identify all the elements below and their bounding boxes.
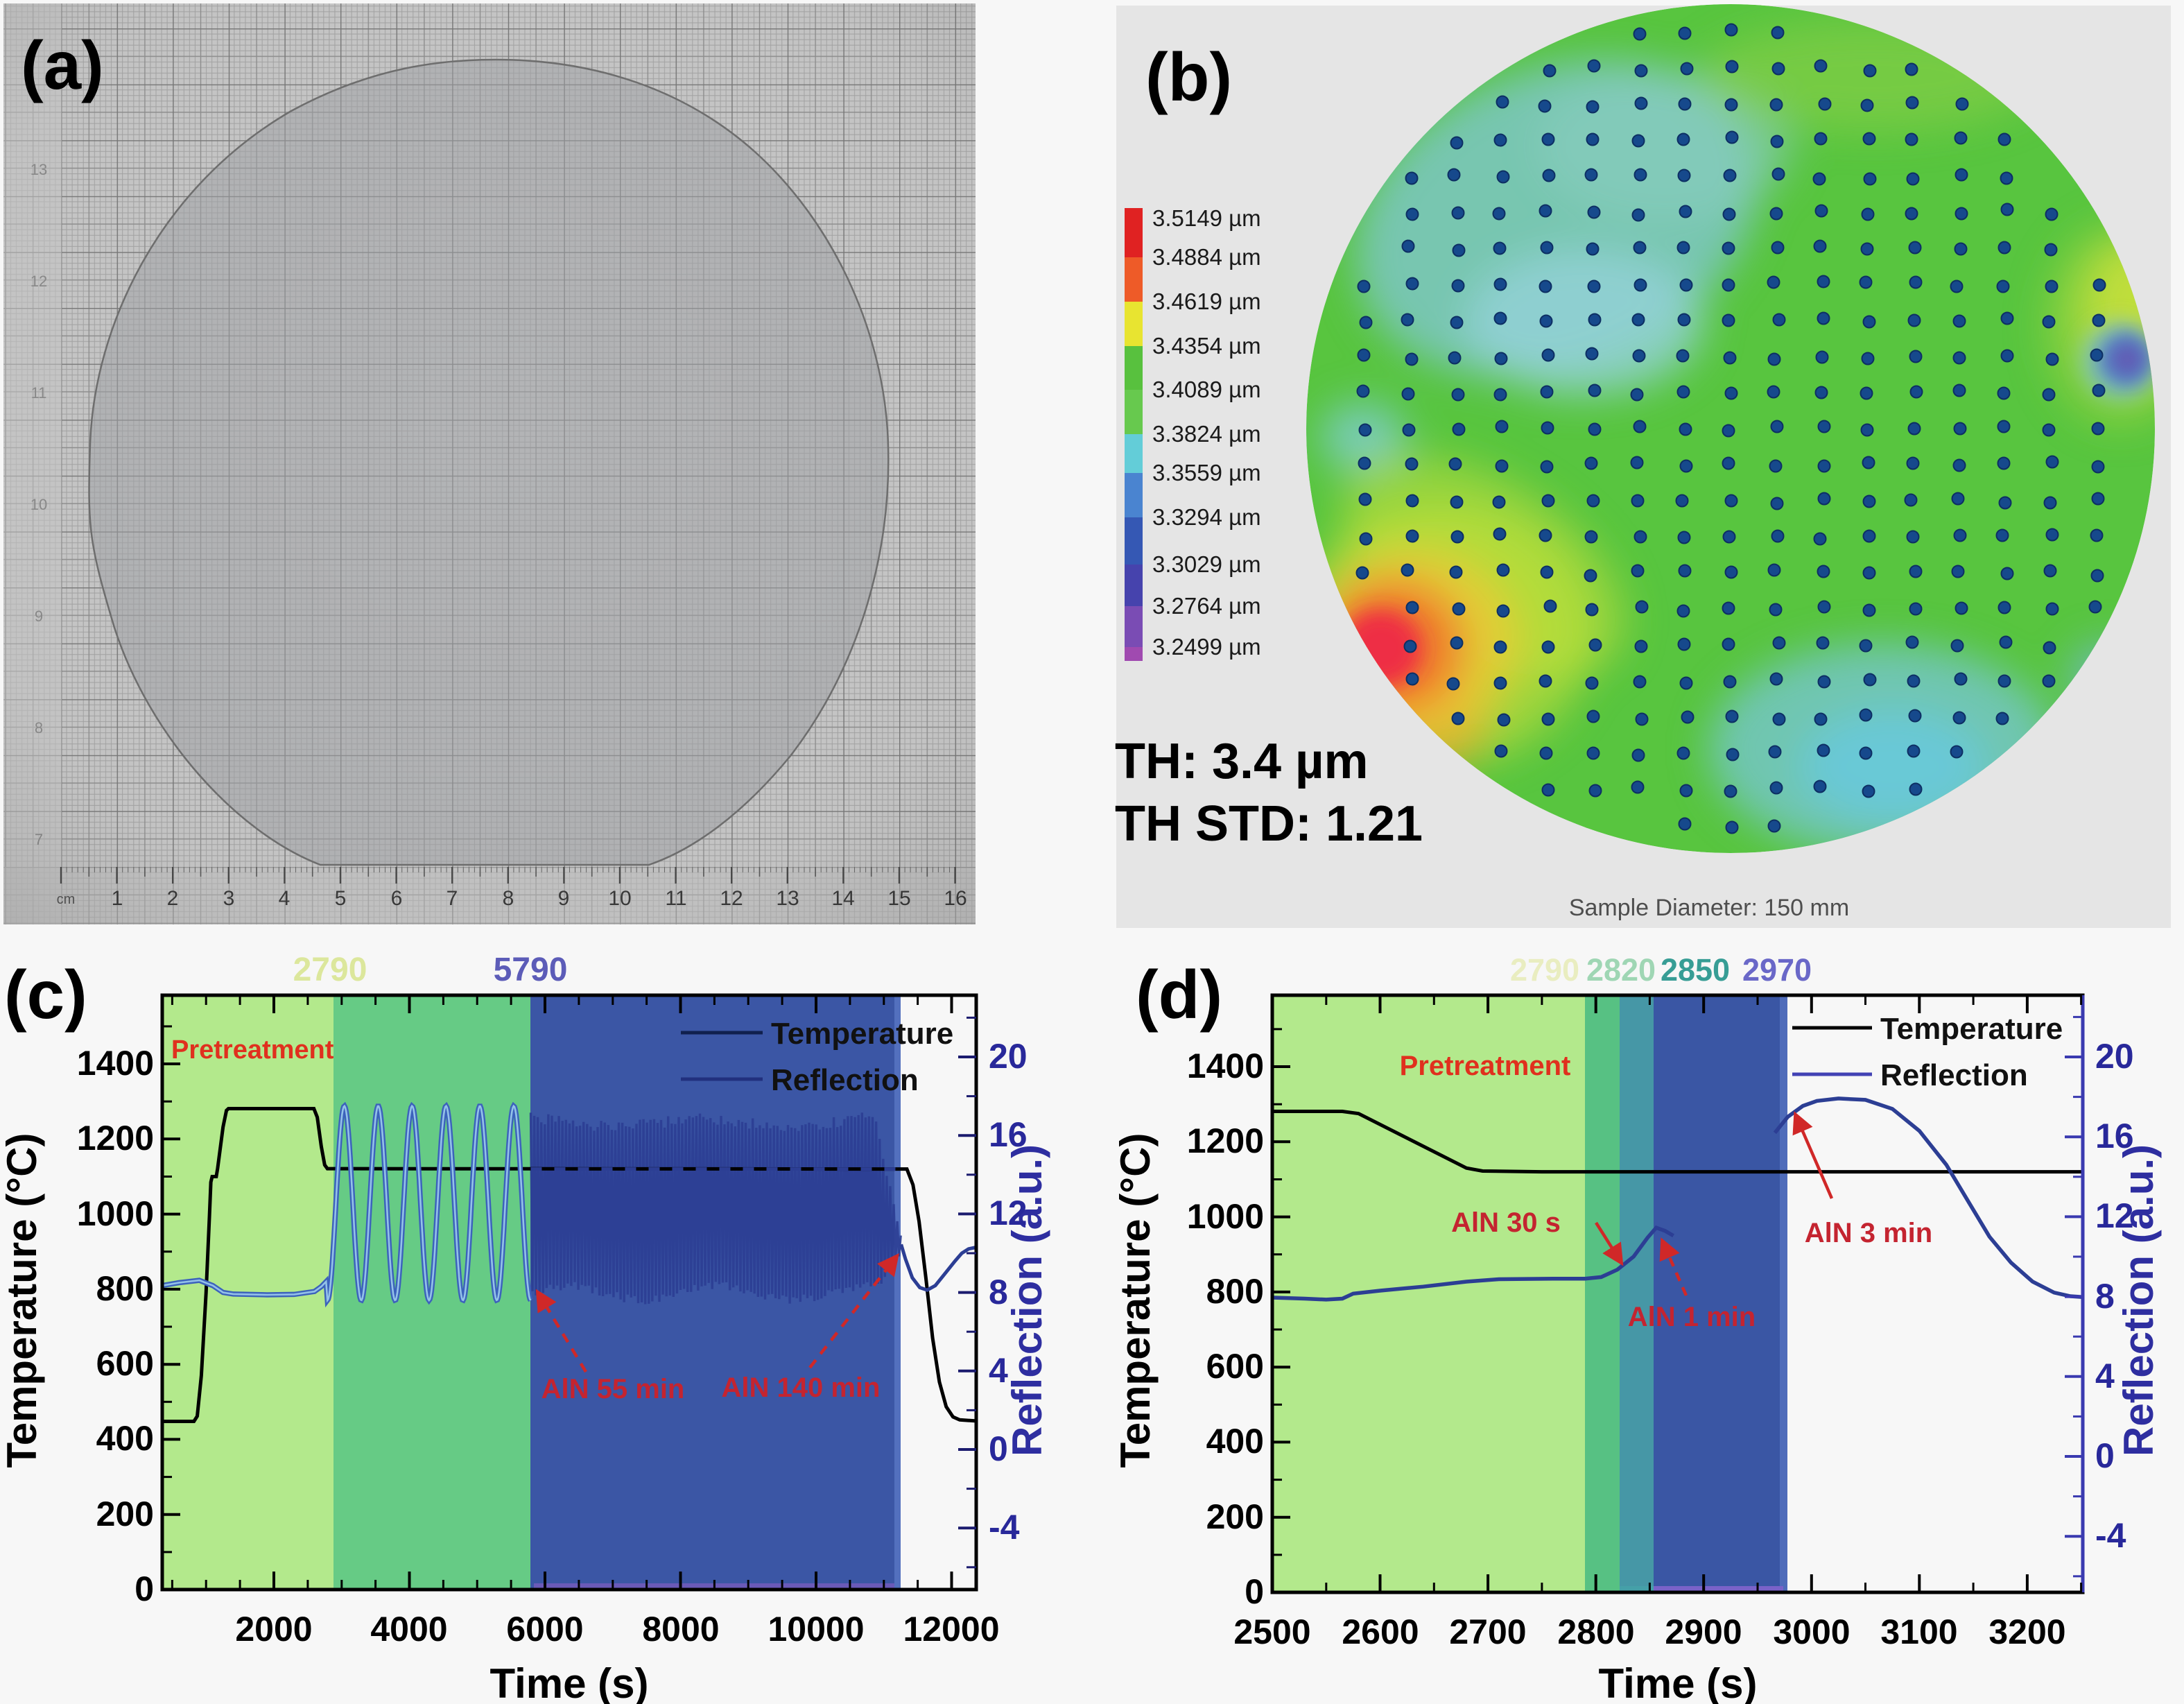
- svg-text:400: 400: [1206, 1422, 1264, 1461]
- svg-text:Temperature (°C): Temperature (°C): [1112, 1133, 1159, 1468]
- svg-text:Reflection: Reflection: [771, 1063, 919, 1097]
- svg-text:20: 20: [2095, 1037, 2134, 1076]
- svg-text:4: 4: [2095, 1357, 2115, 1395]
- svg-text:3.3029 µm: 3.3029 µm: [1152, 551, 1261, 577]
- svg-text:2790: 2790: [1510, 952, 1579, 988]
- svg-text:(a): (a): [21, 27, 104, 103]
- svg-text:Time (s): Time (s): [1599, 1660, 1758, 1704]
- svg-text:3.4354 µm: 3.4354 µm: [1152, 333, 1261, 359]
- svg-text:3000: 3000: [1773, 1612, 1850, 1651]
- svg-text:2000: 2000: [235, 1610, 312, 1649]
- svg-text:3100: 3100: [1880, 1612, 1957, 1651]
- svg-text:2900: 2900: [1665, 1612, 1742, 1651]
- svg-text:8: 8: [2095, 1277, 2115, 1316]
- svg-text:200: 200: [96, 1495, 154, 1533]
- svg-text:AlN 30 s: AlN 30 s: [1451, 1207, 1561, 1238]
- svg-text:AlN 140 min: AlN 140 min: [722, 1372, 881, 1403]
- svg-text:2600: 2600: [1342, 1612, 1419, 1651]
- svg-text:-4: -4: [2095, 1516, 2126, 1555]
- svg-text:20: 20: [989, 1037, 1028, 1076]
- svg-text:10000: 10000: [768, 1610, 864, 1649]
- svg-text:2700: 2700: [1449, 1612, 1526, 1651]
- svg-text:200: 200: [1206, 1497, 1264, 1536]
- svg-text:400: 400: [96, 1419, 154, 1458]
- svg-text:TH: 3.4 µm: TH: 3.4 µm: [1115, 734, 1369, 789]
- svg-text:800: 800: [96, 1269, 154, 1308]
- svg-text:1200: 1200: [1187, 1121, 1264, 1160]
- svg-text:Temperature (°C): Temperature (°C): [0, 1133, 45, 1468]
- svg-text:3.2764 µm: 3.2764 µm: [1152, 593, 1261, 619]
- svg-text:Pretreatment: Pretreatment: [171, 1035, 334, 1065]
- svg-text:3.2499 µm: 3.2499 µm: [1152, 634, 1261, 660]
- svg-text:Pretreatment: Pretreatment: [1400, 1051, 1571, 1081]
- svg-text:6000: 6000: [506, 1610, 583, 1649]
- svg-text:Reflection: Reflection: [1880, 1058, 2028, 1092]
- svg-text:1000: 1000: [1187, 1197, 1264, 1236]
- svg-text:AlN 3 min: AlN 3 min: [1805, 1218, 1932, 1248]
- svg-text:8: 8: [989, 1273, 1008, 1311]
- svg-text:12000: 12000: [903, 1610, 999, 1649]
- svg-text:4: 4: [989, 1351, 1008, 1390]
- svg-text:(d): (d): [1136, 956, 1222, 1033]
- svg-text:5790: 5790: [494, 952, 568, 988]
- svg-text:(c): (c): [4, 956, 87, 1033]
- svg-text:3200: 3200: [1988, 1612, 2065, 1651]
- svg-text:AlN 55 min: AlN 55 min: [541, 1374, 685, 1404]
- svg-text:3.4619 µm: 3.4619 µm: [1152, 289, 1261, 314]
- svg-text:16: 16: [2095, 1117, 2134, 1155]
- svg-text:TH STD: 1.21: TH STD: 1.21: [1115, 796, 1423, 852]
- svg-text:Sample Diameter: 150 mm: Sample Diameter: 150 mm: [1569, 895, 1849, 921]
- svg-text:2820: 2820: [1586, 952, 1656, 988]
- svg-text:12: 12: [989, 1194, 1028, 1232]
- svg-text:1400: 1400: [1187, 1047, 1264, 1085]
- svg-text:0: 0: [2095, 1436, 2115, 1475]
- svg-text:2500: 2500: [1233, 1612, 1310, 1651]
- svg-text:3.3294 µm: 3.3294 µm: [1152, 504, 1261, 530]
- svg-text:0: 0: [989, 1429, 1008, 1468]
- svg-text:1400: 1400: [77, 1044, 154, 1083]
- svg-text:8000: 8000: [642, 1610, 719, 1649]
- svg-text:600: 600: [1206, 1347, 1264, 1386]
- svg-text:4000: 4000: [370, 1610, 447, 1649]
- svg-text:AlN 1 min: AlN 1 min: [1628, 1302, 1756, 1332]
- svg-text:2850: 2850: [1661, 952, 1730, 988]
- svg-text:1200: 1200: [77, 1119, 154, 1157]
- svg-text:2970: 2970: [1742, 952, 1812, 988]
- svg-text:1000: 1000: [77, 1194, 154, 1233]
- svg-text:3.3824 µm: 3.3824 µm: [1152, 421, 1261, 447]
- svg-text:600: 600: [96, 1344, 154, 1383]
- svg-text:(b): (b): [1145, 39, 1232, 115]
- svg-text:16: 16: [989, 1115, 1028, 1154]
- svg-text:Temperature: Temperature: [1880, 1012, 2063, 1046]
- svg-text:3.3559 µm: 3.3559 µm: [1152, 460, 1261, 485]
- svg-text:2790: 2790: [293, 952, 367, 988]
- svg-text:-4: -4: [989, 1508, 1020, 1547]
- svg-text:2800: 2800: [1557, 1612, 1634, 1651]
- svg-text:0: 0: [135, 1569, 154, 1608]
- svg-text:3.5149 µm: 3.5149 µm: [1152, 205, 1261, 231]
- svg-text:3.4884 µm: 3.4884 µm: [1152, 244, 1261, 270]
- svg-text:12: 12: [2095, 1196, 2134, 1235]
- svg-text:Reflection (a.u.): Reflection (a.u.): [1004, 1144, 1050, 1456]
- svg-text:3.4089 µm: 3.4089 µm: [1152, 377, 1261, 402]
- svg-text:Time (s): Time (s): [490, 1660, 649, 1704]
- svg-text:Reflection (a.u.): Reflection (a.u.): [2115, 1144, 2162, 1456]
- svg-text:Temperature: Temperature: [771, 1017, 953, 1051]
- svg-text:800: 800: [1206, 1272, 1264, 1311]
- svg-text:0: 0: [1245, 1572, 1264, 1611]
